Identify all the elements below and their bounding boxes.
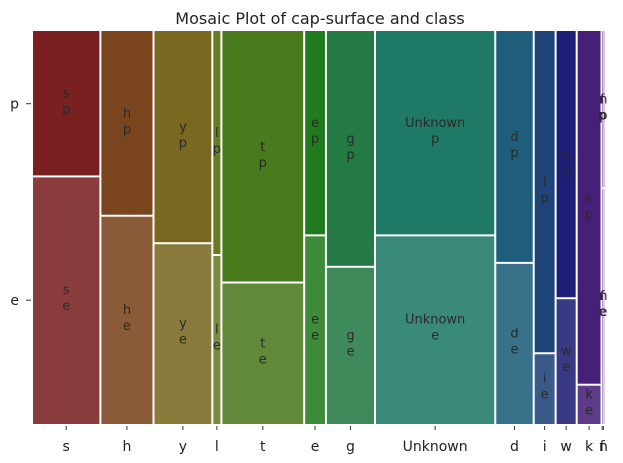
tile-t-e	[222, 283, 304, 424]
tile-l-e	[213, 256, 221, 424]
tile-g-p	[326, 31, 374, 266]
x-tick-label: i	[543, 439, 547, 455]
tile-d-e	[496, 263, 533, 424]
y-axis: pe	[10, 97, 31, 309]
mosaic-tiles: s p s e h p h e y p y e l p l e t p t e e p e e g p g e Unknown p Unkn…	[33, 31, 608, 424]
tile-f-e	[602, 189, 604, 424]
y-tick-label: p	[10, 97, 19, 113]
x-tick-label: e	[311, 439, 320, 455]
tile-h-p	[101, 31, 153, 215]
tile-label-Unknown-e: Unknown e	[405, 313, 465, 344]
x-tick-label: Unknown	[403, 439, 468, 455]
tile-label-Unknown-p: Unknown p	[405, 116, 465, 147]
tile-k-e	[577, 385, 601, 424]
chart-title: Mosaic Plot of cap-surface and class	[175, 9, 464, 28]
tile-h-e	[101, 216, 153, 424]
tile-e-p	[305, 31, 325, 235]
tile-k-p	[577, 31, 601, 384]
tile-w-e	[556, 299, 576, 424]
tile-i-p	[534, 31, 555, 353]
tile-t-p	[222, 31, 304, 282]
x-tick-label: k	[585, 439, 594, 455]
x-tick-label: f	[600, 439, 606, 455]
x-tick-label: d	[510, 439, 519, 455]
tile-Unknown-e	[375, 236, 495, 424]
x-tick-label: y	[179, 439, 187, 455]
x-tick-label: g	[346, 439, 355, 455]
x-axis: s h y l t e g Unknown d i w k fn	[63, 426, 608, 455]
tile-y-p	[154, 31, 212, 243]
x-tick-label: t	[260, 439, 266, 455]
tile-f-p	[602, 31, 604, 188]
tile-n-p	[603, 31, 605, 188]
x-tick-label: h	[123, 439, 132, 455]
tile-w-p	[556, 31, 576, 298]
tile-e-e	[305, 236, 325, 424]
x-tick-label: s	[63, 439, 70, 455]
tile-l-p	[213, 31, 221, 255]
tile-y-e	[154, 244, 212, 424]
tile-d-p	[496, 31, 533, 262]
x-tick-label: n	[599, 439, 608, 455]
x-tick-label: l	[215, 439, 219, 455]
tile-g-e	[326, 267, 374, 424]
x-tick-label: w	[560, 439, 571, 455]
tile-s-e	[33, 177, 100, 424]
tile-i-e	[534, 354, 555, 424]
tile-n-e	[603, 189, 605, 424]
tile-Unknown-p	[375, 31, 495, 235]
tile-s-p	[33, 31, 100, 176]
y-tick-label: e	[10, 293, 19, 309]
